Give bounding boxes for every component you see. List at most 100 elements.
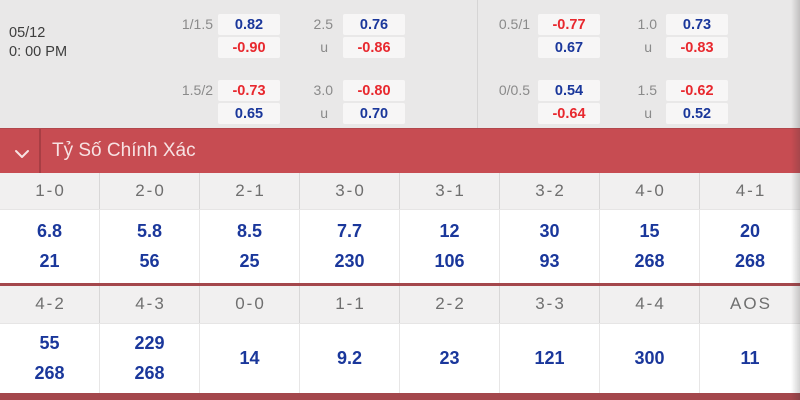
over-under-market: 1.5 u -0.62 0.52 xyxy=(620,80,728,124)
score-odds-cell[interactable]: 20 268 xyxy=(700,210,800,283)
score-header-cell: 3-0 xyxy=(300,173,400,209)
handicap-line-label: 1.5/2 xyxy=(181,82,213,98)
score-header-cell: 4-4 xyxy=(600,286,700,323)
score-odds-cell[interactable]: 6.8 21 xyxy=(0,210,100,283)
odds-box[interactable]: 0.54 xyxy=(538,80,600,101)
odds-box[interactable]: 0.52 xyxy=(666,103,728,124)
score-header-cell: 1-1 xyxy=(300,286,400,323)
odds-value: 21 xyxy=(39,251,60,271)
odds-value: 300 xyxy=(634,348,665,368)
handicap-line-label: 0.5/1 xyxy=(498,16,530,32)
match-time: 0: 00 PM xyxy=(9,44,68,60)
score-header-cell: 1-0 xyxy=(0,173,100,209)
bottom-border xyxy=(0,393,800,400)
score-header-row: 4-2 4-3 0-0 1-1 2-2 3-3 4-4 AOS xyxy=(0,286,800,324)
ou-under-label: u xyxy=(320,105,328,121)
handicap-line-label: 1/1.5 xyxy=(181,16,213,32)
odds-value: 229 xyxy=(134,333,165,353)
odds-box[interactable]: 0.82 xyxy=(218,14,280,35)
score-header-cell: AOS xyxy=(730,294,772,313)
odds-value: 93 xyxy=(539,251,560,271)
handicap-market: 0.5/1 -0.77 0.67 xyxy=(485,14,600,58)
odds-value: 121 xyxy=(534,348,565,368)
score-header-cell: 0-0 xyxy=(200,286,300,323)
match-odds-section: 05/12 0: 00 PM 1/1.5 0.82 -0.90 2.5 u 0.… xyxy=(0,0,800,128)
odds-box[interactable]: -0.62 xyxy=(666,80,728,101)
over-under-market: 1.0 u 0.73 -0.83 xyxy=(620,14,728,58)
odds-value: 6.8 xyxy=(36,221,63,241)
odds-value: 55 xyxy=(39,333,60,353)
odds-value: 20 xyxy=(739,221,761,241)
score-odds-row: 55 268 229 268 14 9.2 23 121 300 11 xyxy=(0,324,800,393)
ou-line-label: 2.5 xyxy=(313,16,333,32)
handicap-market: 0/0.5 0.54 -0.64 xyxy=(485,80,600,124)
odds-box[interactable]: 0.65 xyxy=(218,103,280,124)
block-separator xyxy=(0,283,800,286)
match-datetime: 05/12 0: 00 PM xyxy=(9,24,67,62)
score-header-cell: 2-0 xyxy=(100,173,200,209)
odds-value: 268 xyxy=(134,363,165,383)
odds-box[interactable]: -0.80 xyxy=(343,80,405,101)
odds-value: 230 xyxy=(334,251,365,271)
odds-box[interactable]: 0.67 xyxy=(538,37,600,58)
odds-value: 11 xyxy=(740,348,760,368)
match-date: 05/12 xyxy=(9,25,46,41)
odds-value: 106 xyxy=(434,251,465,271)
correct-score-section-header[interactable]: Tỷ Số Chính Xác xyxy=(0,128,800,174)
ou-under-label: u xyxy=(320,39,328,55)
section-title: Tỷ Số Chính Xác xyxy=(52,140,196,161)
score-header-cell: 4-2 xyxy=(0,286,100,323)
over-under-market: 3.0 u -0.80 0.70 xyxy=(296,80,405,124)
odds-box[interactable]: 0.76 xyxy=(343,14,405,35)
score-odds-cell[interactable]: 11 xyxy=(700,324,800,393)
score-header-cell: 2-1 xyxy=(200,173,300,209)
score-odds-cell[interactable]: 8.5 25 xyxy=(200,210,300,283)
score-header-cell: 4-1 xyxy=(735,181,767,200)
score-odds-cell[interactable]: 15 268 xyxy=(600,210,700,283)
handicap-market: 1/1.5 0.82 -0.90 xyxy=(156,14,280,58)
ou-line-label: 1.0 xyxy=(637,16,657,32)
ou-under-label: u xyxy=(644,39,652,55)
score-header-row: 1-0 2-0 2-1 3-0 3-1 3-2 4-0 4-1 xyxy=(0,173,800,210)
score-header-cell: 2-2 xyxy=(400,286,500,323)
score-odds-cell[interactable]: 30 93 xyxy=(500,210,600,283)
score-odds-cell[interactable]: 12 106 xyxy=(400,210,500,283)
score-odds-cell[interactable]: 229 268 xyxy=(100,324,200,393)
score-header-cell: 4-0 xyxy=(600,173,700,209)
odds-box[interactable]: -0.77 xyxy=(538,14,600,35)
score-header-cell: 3-3 xyxy=(500,286,600,323)
odds-section-divider xyxy=(477,0,478,128)
section-bar-divider xyxy=(39,129,41,174)
score-odds-cell[interactable]: 7.7 230 xyxy=(300,210,400,283)
score-header-cell: 3-1 xyxy=(400,173,500,209)
odds-value: 5.8 xyxy=(136,221,163,241)
score-odds-cell[interactable]: 5.8 56 xyxy=(100,210,200,283)
odds-value: 14 xyxy=(239,348,260,368)
score-odds-cell[interactable]: 300 xyxy=(600,324,700,393)
odds-box[interactable]: 0.73 xyxy=(666,14,728,35)
chevron-down-icon[interactable] xyxy=(14,146,30,164)
score-odds-cell[interactable]: 23 xyxy=(400,324,500,393)
score-header-cell: 4-3 xyxy=(100,286,200,323)
odds-box[interactable]: -0.90 xyxy=(218,37,280,58)
odds-value: 30 xyxy=(539,221,560,241)
odds-value: 12 xyxy=(439,221,460,241)
odds-box[interactable]: -0.73 xyxy=(218,80,280,101)
ou-line-label: 1.5 xyxy=(637,82,657,98)
ou-under-label: u xyxy=(644,105,652,121)
odds-value: 23 xyxy=(439,348,460,368)
odds-value: 15 xyxy=(639,221,660,241)
score-odds-cell[interactable]: 55 268 xyxy=(0,324,100,393)
score-odds-cell[interactable]: 9.2 xyxy=(300,324,400,393)
odds-box[interactable]: -0.86 xyxy=(343,37,405,58)
odds-box[interactable]: -0.83 xyxy=(666,37,728,58)
odds-box[interactable]: -0.64 xyxy=(538,103,600,124)
odds-value: 9.2 xyxy=(336,348,363,368)
odds-box[interactable]: 0.70 xyxy=(343,103,405,124)
score-odds-cell[interactable]: 14 xyxy=(200,324,300,393)
score-header-cell: 3-2 xyxy=(500,173,600,209)
score-odds-cell[interactable]: 121 xyxy=(500,324,600,393)
handicap-market: 1.5/2 -0.73 0.65 xyxy=(156,80,280,124)
ou-line-label: 3.0 xyxy=(313,82,333,98)
